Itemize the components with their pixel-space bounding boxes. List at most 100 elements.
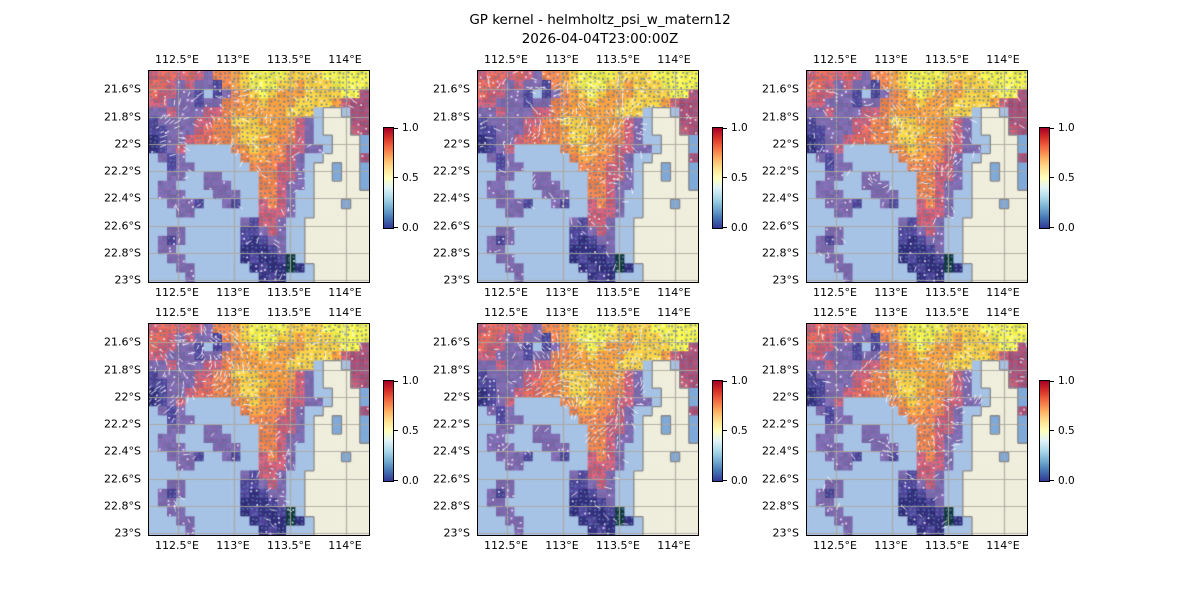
x-tick-label-top: 113°E [874,53,908,66]
x-tick-label-top: 114°E [328,53,362,66]
x-tick-label-top: 112.5°E [813,306,857,319]
colorbar-tick-label: 0.5 [402,172,419,184]
y-tick-label: 21.6°S [104,335,141,349]
colorbar-tick-label: 0.0 [402,222,419,234]
colorbar-tick-mark [1050,381,1054,382]
x-tick-label-top: 112.5°E [155,53,199,66]
y-tick-label: 22.2°S [762,164,799,178]
y-tick-label: 22.4°S [433,444,470,458]
colorbar-tick-mark [723,430,727,431]
colorbar-gradient [1039,380,1050,482]
x-tick-label-top: 114°E [328,306,362,319]
y-tick-label: 22.8°S [433,246,470,260]
colorbar-gradient [383,127,394,229]
y-tick-label: 22.6°S [104,472,141,486]
y-tick-label: 23°S [114,526,141,540]
y-tick-label: 22.2°S [104,417,141,431]
x-tick-label-top: 113.5°E [596,306,640,319]
x-tick-label-top: 113°E [874,306,908,319]
x-tick-label-bottom: 113°E [545,286,579,299]
subplot-r1c3: 112.5°E 112.5°E 113°E 113°E 113.5°E 113.5°E 11… [762,53,1028,299]
colorbar-r2c1: 1.0 0.5 0.0 [383,375,432,487]
x-tick-label-bottom: 113°E [545,539,579,552]
y-tick-label: 22.8°S [762,499,799,513]
y-tick-label: 21.8°S [433,110,470,124]
map-canvas-r2c2 [477,323,699,536]
y-tick-label: 21.8°S [104,363,141,377]
colorbar-gradient [712,127,723,229]
y-tick-label: 22.8°S [104,499,141,513]
x-tick-label-bottom: 113°E [216,286,250,299]
colorbar-tick-label: 0.0 [1058,222,1075,234]
colorbar-tick-mark [1050,430,1054,431]
y-tick-label: 21.8°S [104,110,141,124]
x-tick-label-bottom: 114°E [986,286,1020,299]
y-tick-label: 22.6°S [762,472,799,486]
y-tick-label: 22°S [443,137,470,151]
x-tick-label-top: 113.5°E [267,53,311,66]
x-tick-label-bottom: 113.5°E [267,539,311,552]
x-tick-label-top: 113°E [216,53,250,66]
colorbar-tick-label: 0.5 [1058,172,1075,184]
colorbar-gradient [1039,127,1050,229]
y-tick-label: 22°S [772,390,799,404]
colorbar-tick-label: 1.0 [1058,375,1075,387]
y-tick-label: 22.8°S [104,246,141,260]
y-tick-label: 23°S [443,526,470,540]
y-tick-label: 21.6°S [433,82,470,96]
map-canvas-r2c3 [806,323,1028,536]
x-tick-label-top: 114°E [657,306,691,319]
colorbar-tick-mark [394,480,398,481]
y-tick-label: 22.6°S [104,219,141,233]
subplot-r2c1: 112.5°E 112.5°E 113°E 113°E 113.5°E 113.5°E 11… [104,306,370,552]
x-tick-label-bottom: 113.5°E [596,286,640,299]
colorbar-tick-mark [723,480,727,481]
subplot-r1c2: 112.5°E 112.5°E 113°E 113°E 113.5°E 113.5°E 11… [433,53,699,299]
colorbar-tick-mark [394,177,398,178]
x-tick-label-top: 114°E [986,306,1020,319]
colorbar-r2c2: 1.0 0.5 0.0 [712,375,761,487]
y-tick-label: 22.4°S [762,191,799,205]
x-tick-label-bottom: 112.5°E [813,539,857,552]
colorbar-tick-mark [723,128,727,129]
y-tick-label: 21.8°S [433,363,470,377]
map-canvas-r1c2 [477,70,699,283]
x-tick-label-top: 112.5°E [155,306,199,319]
colorbar-r1c3: 1.0 0.5 0.0 [1039,122,1088,234]
subplot-r1c1: 112.5°E 112.5°E 113°E 113°E 113.5°E 113.5°E 11… [104,53,370,299]
x-tick-label-bottom: 113.5°E [925,539,969,552]
x-tick-label-bottom: 112.5°E [155,539,199,552]
subplot-r2c3: 112.5°E 112.5°E 113°E 113°E 113.5°E 113.5°E 11… [762,306,1028,552]
y-tick-label: 22°S [114,390,141,404]
subplot-r2c2: 112.5°E 112.5°E 113°E 113°E 113.5°E 113.5°E 11… [433,306,699,552]
x-tick-label-top: 113.5°E [596,53,640,66]
colorbar-tick-mark [394,430,398,431]
y-tick-label: 21.6°S [762,335,799,349]
x-tick-label-bottom: 113.5°E [596,539,640,552]
y-tick-label: 22.2°S [104,164,141,178]
colorbar-tick-label: 1.0 [731,122,748,134]
y-tick-label: 22.4°S [433,191,470,205]
y-tick-label: 22.2°S [762,417,799,431]
colorbar-tick-label: 0.0 [1058,475,1075,487]
x-tick-label-bottom: 112.5°E [155,286,199,299]
y-tick-label: 22.4°S [104,191,141,205]
colorbar-tick-label: 0.5 [731,172,748,184]
y-tick-label: 23°S [772,526,799,540]
x-tick-label-bottom: 113.5°E [925,286,969,299]
x-tick-label-top: 113°E [216,306,250,319]
x-tick-label-bottom: 114°E [328,286,362,299]
colorbar-tick-mark [723,177,727,178]
y-tick-label: 22.2°S [433,164,470,178]
y-tick-label: 22.8°S [762,246,799,260]
x-tick-label-top: 114°E [657,53,691,66]
colorbar-tick-mark [1050,227,1054,228]
x-tick-label-top: 113°E [545,53,579,66]
y-tick-label: 21.6°S [433,335,470,349]
colorbar-gradient [383,380,394,482]
map-canvas-r1c3 [806,70,1028,283]
colorbar-r2c3: 1.0 0.5 0.0 [1039,375,1088,487]
x-tick-label-bottom: 114°E [657,286,691,299]
colorbar-tick-label: 1.0 [402,122,419,134]
